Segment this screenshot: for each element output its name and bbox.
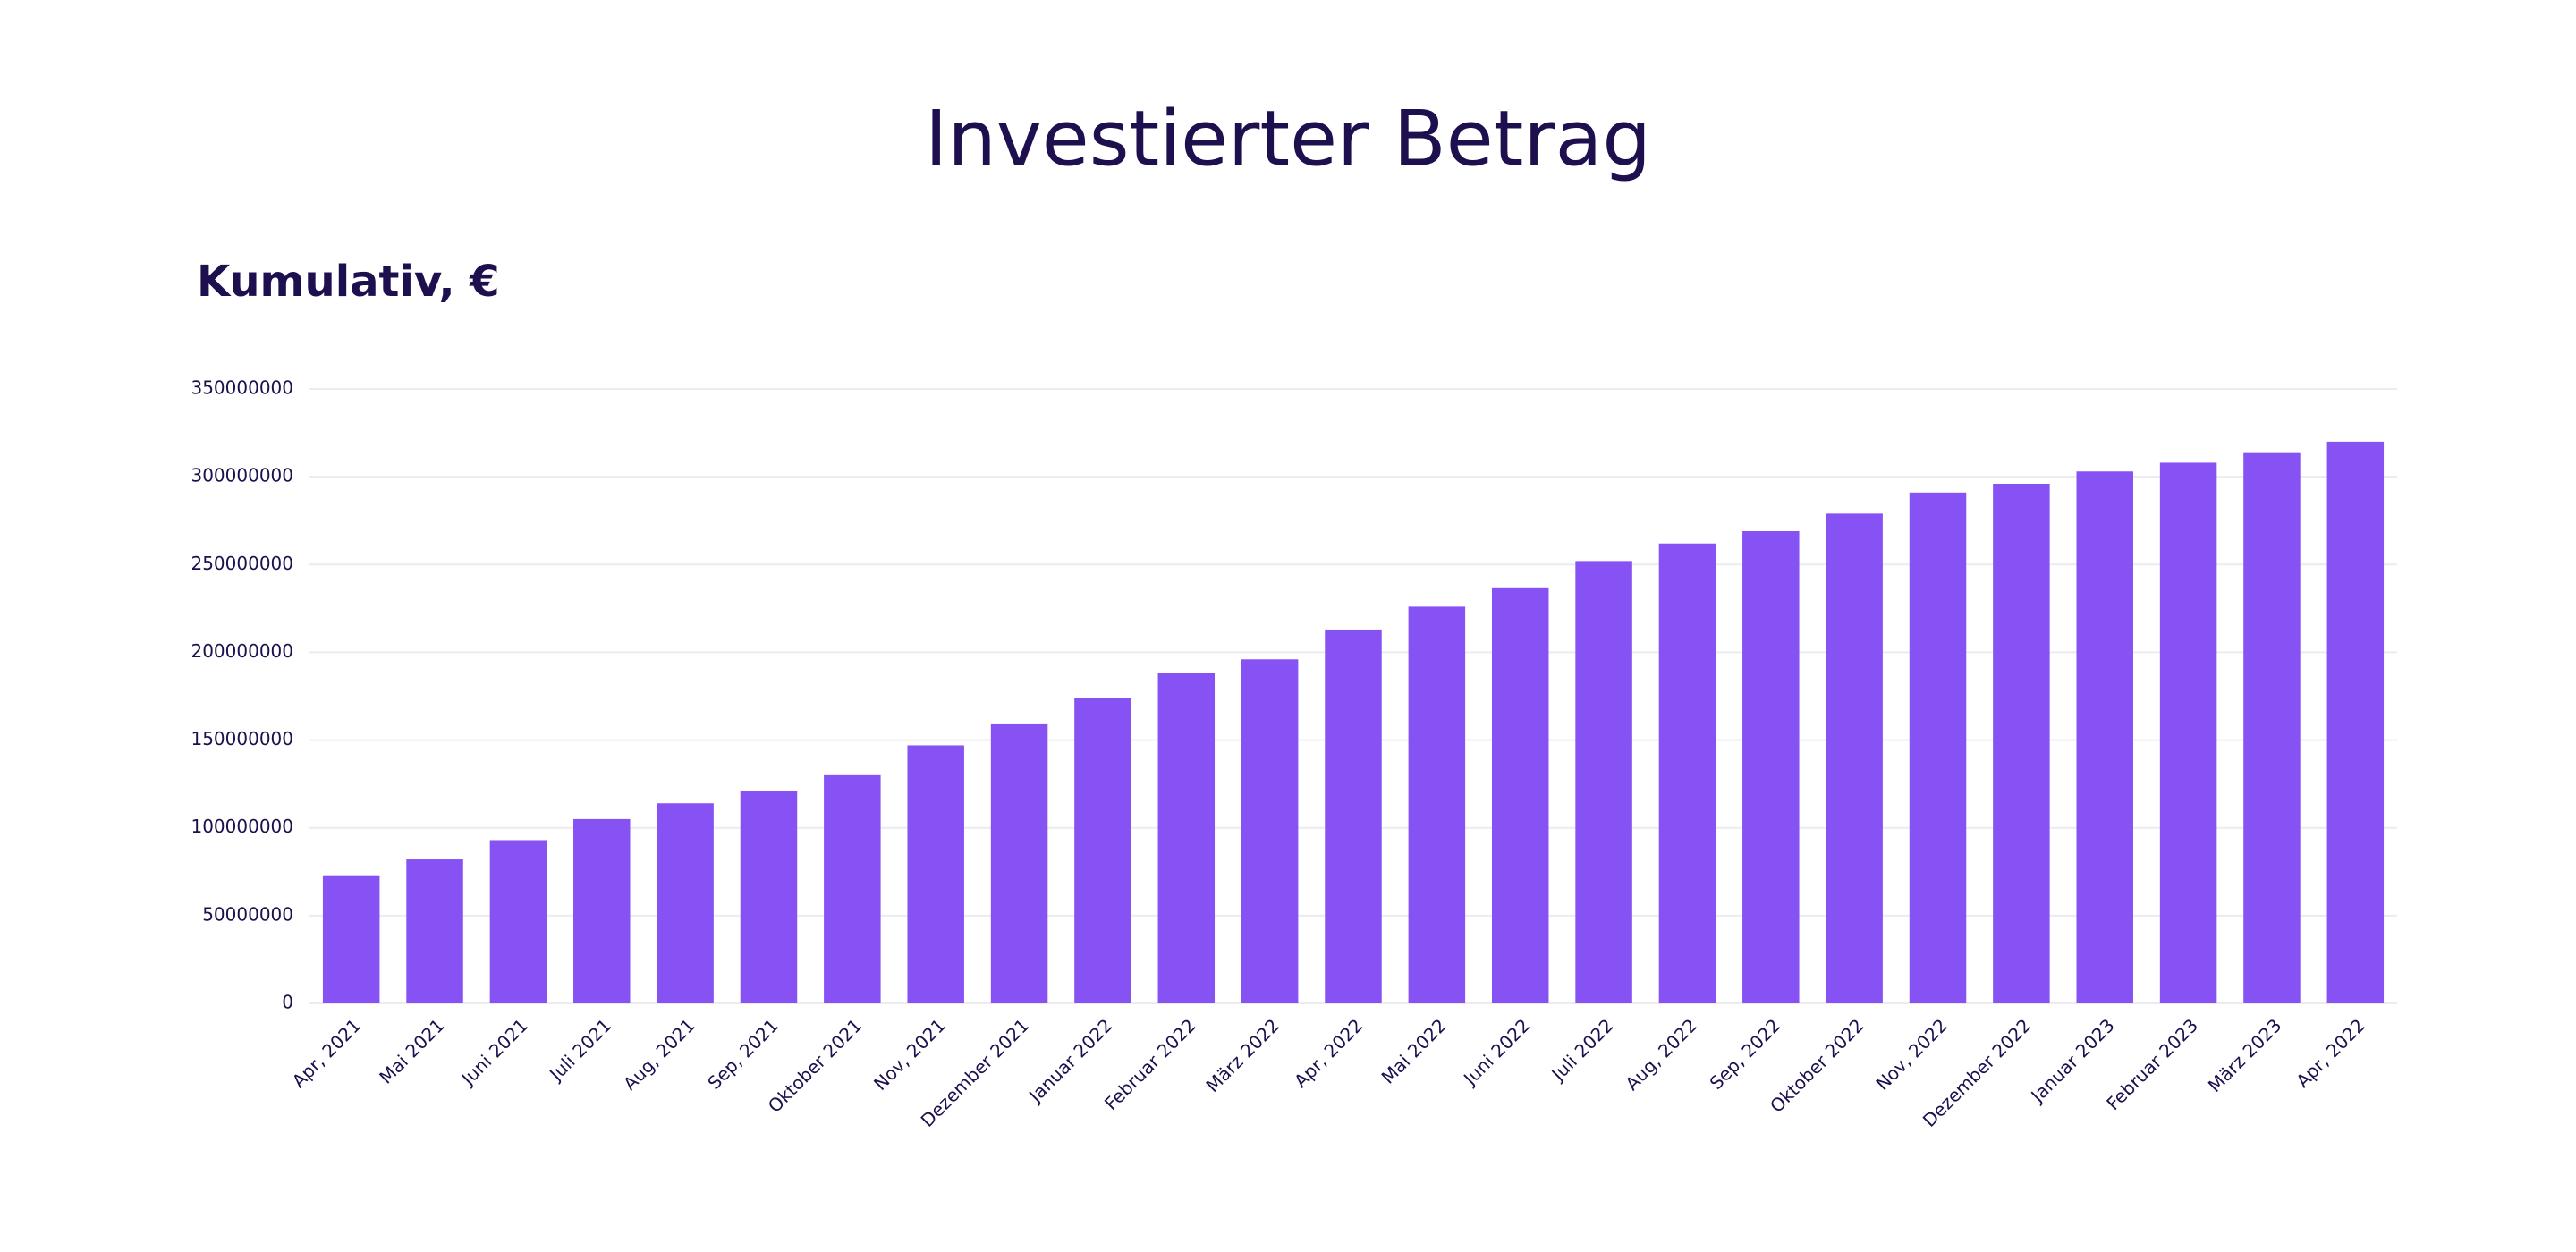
bar <box>489 840 547 1003</box>
x-tick-label: Apr, 2022 <box>2292 1014 2368 1091</box>
x-tick-label: Nov, 2021 <box>869 1014 950 1095</box>
bar <box>2159 462 2217 1003</box>
x-tick-label: Aug, 2022 <box>1621 1014 1701 1095</box>
x-tick-label: Mai 2022 <box>1377 1014 1451 1087</box>
x-tick-label: Juli 2021 <box>544 1014 615 1086</box>
bar <box>1408 606 1466 1003</box>
y-tick-label: 250000000 <box>191 553 293 574</box>
x-tick-label: Apr, 2021 <box>288 1014 365 1091</box>
bar <box>990 723 1048 1003</box>
bar <box>322 875 380 1003</box>
chart-subtitle: Kumulativ, € <box>197 257 500 307</box>
bar <box>406 859 463 1003</box>
bar <box>1826 513 1883 1003</box>
y-tick-label: 50000000 <box>202 903 293 925</box>
bar <box>1074 698 1131 1003</box>
y-tick-label: 0 <box>282 992 293 1013</box>
bar <box>2326 441 2385 1003</box>
y-tick-label: 350000000 <box>191 377 293 399</box>
bar <box>1575 561 1632 1003</box>
bar <box>1157 673 1216 1003</box>
bar <box>1241 659 1299 1003</box>
x-tick-label: Mai 2021 <box>375 1014 448 1087</box>
chart-title: Investierter Betrag <box>925 94 1651 183</box>
bar <box>824 774 881 1003</box>
bar <box>573 818 631 1003</box>
bar <box>1742 530 1800 1003</box>
bar <box>1491 587 1549 1003</box>
y-tick-label: 150000000 <box>191 728 293 749</box>
x-tick-label: Sep, 2021 <box>703 1014 783 1094</box>
bar <box>2076 471 2133 1003</box>
y-tick-label: 200000000 <box>191 640 293 662</box>
x-tick-label: Sep, 2022 <box>1706 1014 1785 1094</box>
bar <box>907 745 964 1003</box>
bar <box>1993 483 2050 1003</box>
bar <box>2243 452 2301 1004</box>
bar <box>1325 629 1382 1003</box>
bar <box>1909 492 1967 1003</box>
x-tick-label: März 2022 <box>1201 1014 1284 1096</box>
x-tick-label: Januar 2022 <box>1023 1014 1116 1107</box>
x-tick-label: Juni 2022 <box>1458 1014 1534 1090</box>
x-tick-label: Nov, 2022 <box>1871 1014 1952 1095</box>
y-tick-label: 300000000 <box>191 465 293 486</box>
x-tick-label: Juni 2021 <box>456 1014 532 1090</box>
bar <box>1658 543 1716 1003</box>
x-tick-label: März 2023 <box>2204 1014 2286 1096</box>
x-tick-label: Januar 2023 <box>2026 1014 2119 1107</box>
x-tick-label: Aug, 2021 <box>619 1014 699 1095</box>
x-tick-label: Juli 2022 <box>1546 1014 1618 1086</box>
x-tick-label: Apr, 2022 <box>1290 1014 1367 1091</box>
bar <box>657 803 714 1003</box>
bar <box>740 791 798 1003</box>
y-tick-label: 100000000 <box>191 816 293 837</box>
